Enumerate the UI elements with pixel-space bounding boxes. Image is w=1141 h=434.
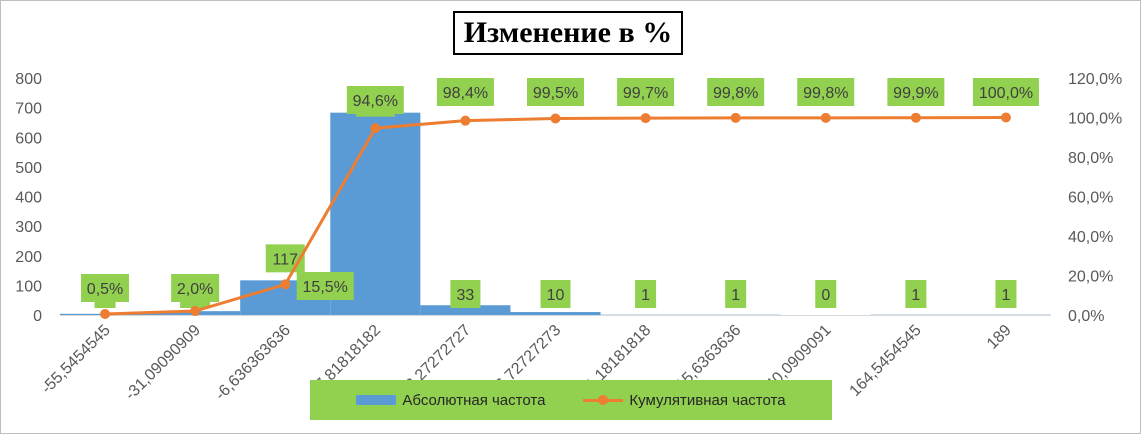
line-point bbox=[190, 306, 201, 317]
line-data-label: 99,8% bbox=[713, 85, 758, 102]
line-label-box bbox=[707, 78, 765, 106]
line-data-labels: 0,5% 2,0% 15,5% 94,6% 98,4% 99,5% 99,7% 99,8% 99… bbox=[81, 78, 1039, 302]
bar-data-label: 33 bbox=[457, 287, 475, 304]
legend-label-line: Кумулятивная частота bbox=[629, 391, 786, 409]
line-label-box bbox=[436, 78, 494, 106]
y-left-tick-label: 0 bbox=[33, 308, 42, 325]
bar bbox=[510, 312, 601, 315]
y-axis-right: 0,0% 20,0% 40,0% 60,0% 80,0% 100,0% 120,0% bbox=[1068, 71, 1122, 325]
line-point bbox=[460, 115, 471, 126]
bar-data-label: 117 bbox=[272, 251, 298, 268]
line-data-label: 100,0% bbox=[979, 85, 1033, 102]
legend-item-line: Кумулятивная частота bbox=[583, 391, 786, 409]
y-right-tick-label: 100,0% bbox=[1068, 111, 1122, 128]
line-label-box bbox=[81, 274, 130, 302]
line-data-label: 0,5% bbox=[87, 281, 123, 298]
y-right-tick-label: 40,0% bbox=[1068, 229, 1113, 246]
bar-data-label: 0 bbox=[821, 287, 830, 304]
line-label-box bbox=[797, 78, 855, 106]
x-tick-label: -55,5454545 bbox=[38, 322, 114, 398]
bar-data-label: 1 bbox=[1002, 287, 1011, 304]
line-point bbox=[640, 113, 651, 124]
line-data-label: 99,7% bbox=[623, 85, 668, 102]
line-label-box bbox=[171, 274, 220, 302]
line-label-box bbox=[296, 272, 354, 300]
bar-data-label: 10 bbox=[547, 287, 565, 304]
line-point bbox=[1000, 112, 1011, 123]
chart-title: Изменение в % bbox=[453, 11, 683, 55]
bar-label-box bbox=[905, 280, 927, 308]
y-left-tick-label: 400 bbox=[15, 190, 42, 207]
y-right-tick-label: 20,0% bbox=[1068, 269, 1113, 286]
y-left-tick-label: 500 bbox=[15, 160, 42, 177]
y-left-tick-label: 300 bbox=[15, 219, 42, 236]
line-data-label: 94,6% bbox=[353, 93, 398, 110]
bar bbox=[420, 305, 511, 315]
line-label-box bbox=[617, 78, 675, 106]
x-tick-label: 164,5454545 bbox=[847, 322, 925, 400]
line-point bbox=[280, 279, 291, 290]
line-label-box bbox=[972, 78, 1039, 106]
line-point bbox=[730, 112, 741, 123]
bar-label-box bbox=[995, 280, 1017, 308]
legend-label-bar: Абсолютная частота bbox=[402, 391, 546, 409]
y-left-tick-label: 200 bbox=[15, 249, 42, 266]
line-data-label: 99,9% bbox=[893, 85, 938, 102]
y-right-tick-label: 60,0% bbox=[1068, 190, 1113, 207]
bar-data-label: 1 bbox=[731, 287, 740, 304]
bar-label-box bbox=[540, 280, 571, 308]
bar-label-box bbox=[815, 280, 837, 308]
line-data-label: 2,0% bbox=[177, 281, 213, 298]
line-label-box bbox=[527, 78, 584, 106]
y-right-tick-label: 120,0% bbox=[1068, 71, 1122, 88]
y-right-tick-label: 80,0% bbox=[1068, 150, 1113, 167]
bar-label-box bbox=[265, 244, 305, 273]
line-label-box bbox=[346, 86, 404, 114]
bar-data-label: 1 bbox=[911, 287, 920, 304]
y-axis-left: 0 100 200 300 400 500 600 700 800 bbox=[15, 71, 42, 325]
legend: Абсолютная частота Кумулятивная частота bbox=[310, 380, 832, 420]
x-tick-label: 189 bbox=[984, 322, 1015, 353]
x-tick-label: -31,09090909 bbox=[122, 322, 204, 404]
y-left-tick-label: 100 bbox=[15, 278, 42, 295]
line-point bbox=[550, 113, 561, 124]
bar-label-box bbox=[725, 280, 747, 308]
line-point bbox=[370, 123, 381, 134]
legend-swatch-line bbox=[583, 395, 624, 405]
legend-swatch-bar bbox=[356, 395, 397, 405]
line-point bbox=[910, 112, 921, 123]
line-data-label: 98,4% bbox=[443, 85, 488, 102]
legend-item-bar: Абсолютная частота bbox=[356, 392, 545, 409]
line-point bbox=[100, 309, 111, 320]
y-left-tick-label: 800 bbox=[15, 71, 42, 88]
x-tick-label: -6,636363636 bbox=[212, 322, 294, 404]
line-data-label: 99,5% bbox=[533, 85, 578, 102]
line-label-box bbox=[887, 78, 945, 106]
bar-label-box bbox=[635, 280, 657, 308]
bar-data-label: 1 bbox=[641, 287, 650, 304]
chart-title-text: Изменение в % bbox=[463, 16, 673, 49]
bar-label-box bbox=[450, 280, 481, 308]
y-right-tick-label: 0,0% bbox=[1068, 308, 1104, 325]
line-data-label: 15,5% bbox=[303, 279, 348, 296]
line-series bbox=[100, 112, 1011, 320]
y-left-tick-label: 700 bbox=[15, 101, 42, 118]
line-data-label: 99,8% bbox=[803, 85, 848, 102]
line-point bbox=[820, 112, 831, 123]
y-left-tick-label: 600 bbox=[15, 130, 42, 147]
